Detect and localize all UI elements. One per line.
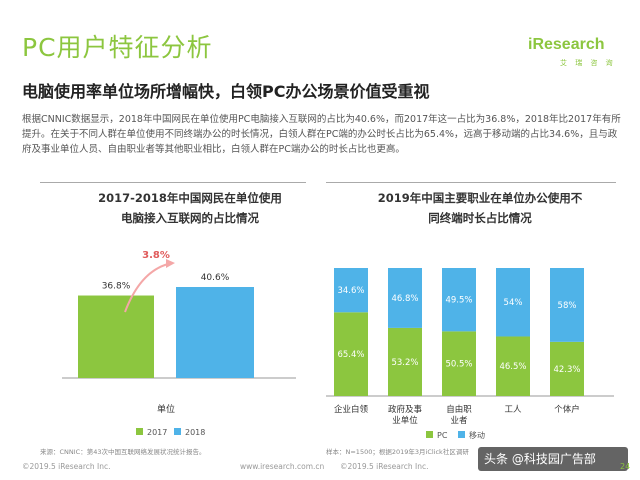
page-title: PC用户特征分析 [22,33,213,62]
chart2-bar-pc [388,327,422,396]
page-number: 24 [620,462,631,471]
chart2-bar-mobile [496,268,530,337]
chart1-category-label: 单位 [157,403,175,415]
watermark-overlay: 头条 @科技园广告部 [478,447,628,471]
chart2-category-label: 工人 [504,405,522,415]
chart2-legend-pc: PC [437,431,448,440]
chart2-bar-mobile [388,268,422,328]
chart2-bar-mobile [550,268,584,342]
chart1-label-2017: 36.8% [102,282,131,292]
chart1-legend-2018: 2018 [185,428,205,437]
chart2-category-label: 业单位 [392,415,418,426]
chart2-category-label: 企业白领 [334,404,369,415]
chart2-legend-swatch-pc [426,431,433,438]
footer-copyright-left: ©2019.5 iResearch Inc. [22,462,111,471]
chart1-legend-swatch-2017 [136,428,143,435]
chart2-label-mobile: 58% [558,301,577,311]
chart1-growth-arrowhead [166,259,175,268]
chart2-bar-pc [550,341,584,396]
chart1-growth-annotation: 3.8% [142,250,170,261]
chart2-legend-mobile: 移动 [469,430,485,440]
chart2-title-line1: 2019年中国主要职业在单位办公使用不 [377,191,583,205]
footer-copyright-right: ©2019.5 iResearch Inc. [340,462,429,471]
chart2-title-line2: 同终端时长占比情况 [428,211,532,225]
chart1-label-2018: 40.6% [201,273,230,283]
chart2-label-pc: 53.2% [391,358,418,368]
chart1-title: 2017-2018年中国网民在单位使用 电脑接入互联网的占比情况 [70,188,310,228]
chart2-label-pc: 50.5% [445,360,472,370]
footer-url-left: www.iresearch.com.cn [240,462,325,471]
chart1-legend-swatch-2018 [174,428,181,435]
chart1-legend-2017: 2017 [147,428,167,437]
chart2-label-mobile: 54% [504,298,523,308]
chart2-title: 2019年中国主要职业在单位办公使用不 同终端时长占比情况 [330,188,630,228]
iresearch-logo: iResearch [528,36,605,53]
chart2-category-label: 自由职 [446,404,472,415]
logo-subtitle: 艾 瑞 咨 询 [560,59,616,67]
chart2-category-label: 政府及事 [388,404,423,415]
chart2-legend-swatch-mobile [458,431,465,438]
chart2-category-label: 业者 [450,415,468,426]
chart2-top-rule [326,182,616,183]
chart2-category-label: 个体户 [554,404,580,415]
chart2-bar-mobile [334,268,368,313]
page-subtitle: 电脑使用率单位场所增幅快，白领PC办公场景价值受重视 [22,82,430,101]
chart2-bar-pc [496,336,530,396]
chart2-label-pc: 42.3% [553,365,580,375]
chart1-source: 来源：CNNIC：第43次中国互联网络发展状况统计报告。 [40,448,206,456]
chart1-title-line2: 电脑接入互联网的占比情况 [121,211,259,225]
chart2-source: 样本：N=1500；根据2019年3月iClick社区调研 [326,448,469,456]
chart1-growth-arrow [124,263,169,313]
chart2-bar-pc [334,312,368,396]
chart2-label-pc: 46.5% [499,362,526,372]
chart2-bar-mobile [442,268,476,332]
chart2-label-mobile: 46.8% [391,294,418,304]
body-paragraph: 根据CNNIC数据显示，2018年中国网民在单位使用PC电脑接入互联网的占比为4… [22,114,621,155]
chart1-title-line1: 2017-2018年中国网民在单位使用 [98,191,282,205]
chart1-top-rule [40,182,306,183]
chart1-bar-2018 [176,287,254,378]
chart1-bar-2017 [78,295,154,378]
chart2-label-mobile: 34.6% [337,286,364,296]
chart2-bar-pc [442,331,476,396]
chart2-label-mobile: 49.5% [445,296,472,306]
chart2-label-pc: 65.4% [337,350,364,360]
